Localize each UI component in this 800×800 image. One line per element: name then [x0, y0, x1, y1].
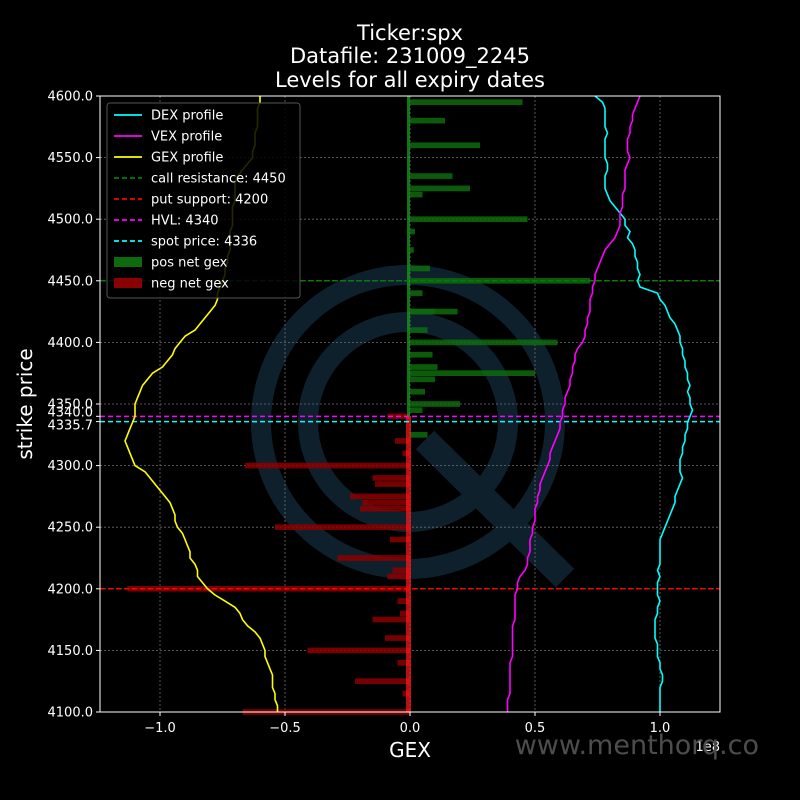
neg-gex-bar [387, 573, 410, 580]
y-tick-label: 4450.0 [48, 274, 94, 289]
y-tick-label: 4600.0 [48, 90, 94, 105]
y-tick-label: 4550.0 [48, 151, 94, 166]
legend-swatch [114, 278, 142, 288]
x-tick-label: −0.5 [269, 721, 301, 736]
pos-gex-bar [410, 370, 535, 377]
neg-gex-bar [397, 659, 410, 666]
pos-gex-bar [410, 228, 415, 235]
y-tick-label: 4200.0 [48, 582, 94, 597]
pos-gex-bar [410, 216, 528, 223]
pos-gex-bar [410, 117, 445, 124]
pos-gex-bar [410, 191, 423, 198]
legend: DEX profile VEX profile GEX profile call re… [106, 102, 301, 299]
series-line-dex-profile [594, 95, 694, 712]
x-axis-multiplier: 1e8 [695, 740, 720, 755]
neg-gex-bar [395, 438, 410, 444]
title-line-datafile: Datafile: 231009_2245 [290, 44, 530, 69]
x-tick-label: 0.0 [400, 721, 421, 736]
series-line-vex-profile [506, 95, 641, 712]
pos-gex-bar [410, 327, 428, 333]
x-tick-label: 0.5 [525, 721, 546, 736]
neg-gex-bar [245, 462, 410, 469]
legend-entry-label: pos net gex [151, 256, 228, 271]
title-line-ticker: Ticker:spx [356, 21, 463, 45]
pos-gex-bar [410, 290, 423, 296]
pos-gex-bar-strip [407, 96, 410, 417]
pos-gex-bar [410, 376, 435, 383]
neg-gex-bar [350, 493, 410, 500]
neg-gex-bar [390, 536, 410, 543]
neg-gex-bar [275, 524, 410, 531]
pos-gex-bar [410, 388, 425, 395]
title-line-levels: Levels for all expiry dates [275, 68, 545, 92]
x-axis-label: GEX [389, 738, 431, 762]
x-axis-ticks: −1.0 −0.5 0.0 0.5 1.0 [144, 712, 670, 736]
watermark-text: www.menthorq.co [515, 730, 759, 761]
y-axis-ticks: 4100.0 4150.0 4200.0 4250.0 4300.0 4350.0 4400… [48, 90, 100, 721]
legend-box [106, 102, 301, 299]
neg-gex-bar [372, 475, 410, 481]
neg-gex-bar [362, 499, 410, 506]
y-tick-label: 4100.0 [48, 706, 94, 721]
y-tick-label: 4400.0 [48, 336, 94, 351]
pos-gex-bar [410, 351, 433, 358]
pos-gex-bar [410, 339, 558, 346]
pos-gex-bar [410, 431, 428, 438]
neg-gex-bar-strip [406, 416, 411, 712]
legend-swatch [114, 257, 142, 267]
legend-entry-label: neg net gex [151, 277, 229, 292]
neg-gex-bar [355, 678, 410, 685]
pos-gex-bar [410, 247, 414, 253]
legend-entry-label: put support: 4200 [151, 193, 268, 208]
neg-gex-bar [392, 567, 410, 574]
neg-gex-bar [397, 598, 410, 604]
pos-gex-bar [410, 99, 523, 105]
y-axis-label: strike price [13, 348, 37, 459]
y-tick-label-level: 4340.0 [48, 405, 94, 420]
pos-gex-bar [410, 265, 430, 272]
pos-gex-bar [410, 142, 480, 149]
x-tick-label: −1.0 [144, 721, 176, 736]
pos-gex-bar [410, 401, 460, 407]
neg-gex-bar [375, 481, 410, 487]
pos-gex-bar [410, 185, 470, 192]
y-tick-label: 4250.0 [48, 521, 94, 536]
pos-gex-bar [410, 407, 423, 413]
y-tick-label: 4350.0 [48, 398, 94, 413]
y-tick-label: 4300.0 [48, 459, 94, 474]
y-tick-label: 4150.0 [48, 644, 94, 659]
legend-entry-label: HVL: 4340 [151, 214, 219, 229]
level-lines [100, 280, 720, 590]
legend-entry-label: spot price: 4336 [151, 235, 257, 250]
watermark-logo-tail [415, 430, 575, 588]
pos-gex-bar [410, 308, 458, 315]
x-tick-label: 1.0 [650, 721, 671, 736]
legend-entry-label: call resistance: 4450 [151, 172, 286, 187]
neg-gex-bar [360, 505, 410, 512]
neg-gex-bar [307, 647, 410, 654]
legend-entry-label: VEX profile [151, 130, 222, 145]
legend-entry-label: DEX profile [151, 109, 223, 124]
pos-gex-bar [410, 364, 438, 370]
neg-gex-bar [337, 555, 410, 561]
legend-entry-label: GEX profile [151, 151, 223, 166]
neg-gex-bar [372, 616, 410, 623]
y-tick-label-level: 4335.7 [48, 419, 94, 434]
y-tick-label: 4500.0 [48, 213, 94, 228]
neg-gex-bar [400, 610, 410, 617]
pos-gex-bar [410, 173, 453, 179]
chart-title: Ticker:spx Datafile: 231009_2245 Levels … [275, 21, 545, 92]
neg-gex-bar [385, 635, 410, 641]
